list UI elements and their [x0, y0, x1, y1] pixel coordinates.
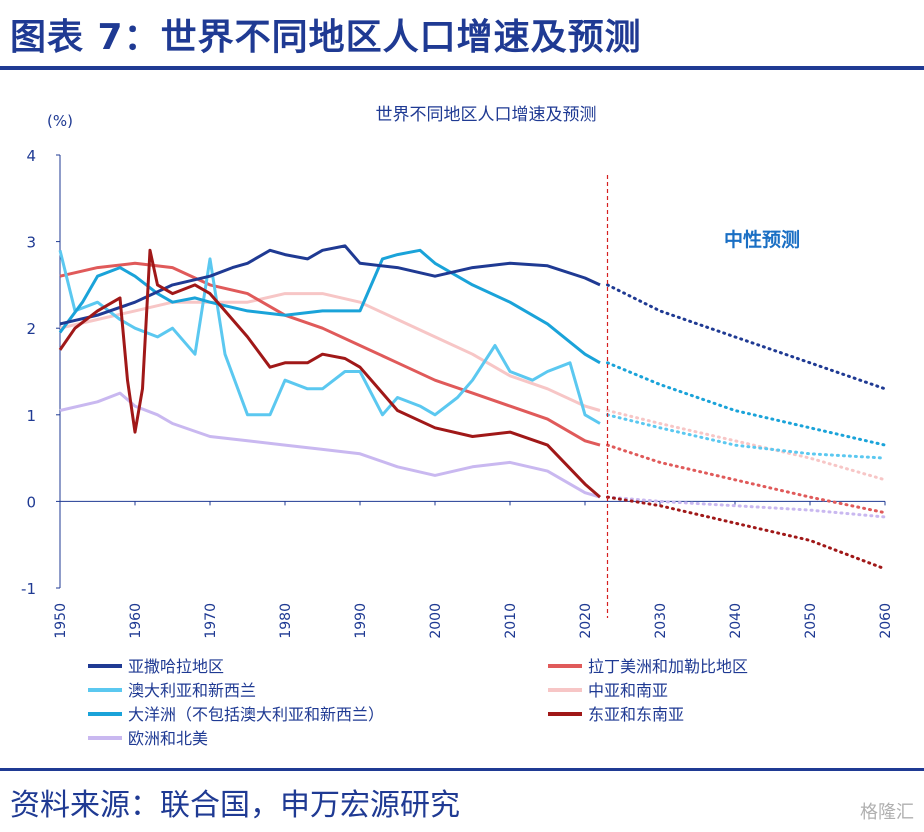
- x-tick-label: 2020: [578, 603, 594, 639]
- population-growth-chart: 世界不同地区人口增速及预测 (%) -1 0 1 2 3 4 1950 1960 1970 198…: [21, 105, 894, 748]
- series-line-4: [58, 248, 601, 365]
- x-tick-label: 2050: [803, 603, 819, 639]
- x-tick-label: 2040: [728, 603, 744, 639]
- series-forecast-1: [606, 443, 887, 515]
- x-tick-label: 1960: [128, 603, 144, 639]
- figure-title: 图表 7：世界不同地区人口增速及预测: [10, 17, 642, 58]
- legend-label-0: 亚撒哈拉地区: [128, 657, 224, 676]
- legend-label-1: 拉丁美洲和加勒比地区: [588, 657, 748, 676]
- y-tick-label: 4: [26, 147, 36, 165]
- legend-label-2: 澳大利亚和新西兰: [128, 681, 256, 700]
- x-tick-label: 1980: [278, 603, 294, 639]
- series-forecast-2: [606, 413, 887, 460]
- x-tick-label: 1970: [203, 603, 219, 639]
- y-tick-label: 3: [26, 234, 36, 252]
- series-forecast-6: [606, 495, 887, 519]
- y-tick-label: -1: [21, 580, 36, 598]
- axes: -1 0 1 2 3 4 1950 1960 1970 1980 1990 2000 2010 2020 2…: [21, 147, 894, 639]
- y-tick-label: 2: [26, 320, 36, 338]
- legend-label-6: 欧洲和北美: [128, 729, 208, 748]
- x-tick-label: 2000: [428, 603, 444, 639]
- series-line-5: [58, 248, 601, 499]
- series-line-6: [59, 391, 601, 499]
- y-axis-unit: (%): [47, 112, 73, 130]
- forecast-annotation: 中性预测: [724, 228, 800, 251]
- series-forecast-3: [606, 409, 887, 482]
- x-tick-label: 1950: [53, 603, 69, 639]
- legend-label-5: 东亚和东南亚: [588, 705, 684, 724]
- series-forecast-0: [606, 283, 887, 391]
- legend-label-3: 中亚和南亚: [588, 681, 668, 700]
- x-tick-label: 2010: [503, 603, 519, 639]
- series-line-2: [58, 249, 601, 425]
- x-tick-label: 2030: [653, 603, 669, 639]
- series-line-3: [59, 292, 601, 412]
- source-note: 资料来源：联合国，申万宏源研究: [10, 788, 460, 823]
- chart-title: 世界不同地区人口增速及预测: [376, 105, 597, 125]
- x-tick-label: 1990: [353, 603, 369, 639]
- series-lines: [58, 244, 887, 571]
- title-underline: [0, 66, 924, 70]
- watermark: 格隆汇: [860, 802, 914, 823]
- x-tick-label: 2060: [878, 603, 894, 639]
- series-forecast-4: [606, 361, 887, 447]
- y-tick-label: 1: [26, 407, 36, 425]
- legend-label-4: 大洋洲（不包括澳大利亚和新西兰）: [128, 705, 384, 724]
- source-divider: [0, 768, 924, 771]
- y-tick-label: 0: [26, 493, 36, 511]
- series-forecast-5: [606, 495, 887, 571]
- series-line-0: [59, 244, 601, 326]
